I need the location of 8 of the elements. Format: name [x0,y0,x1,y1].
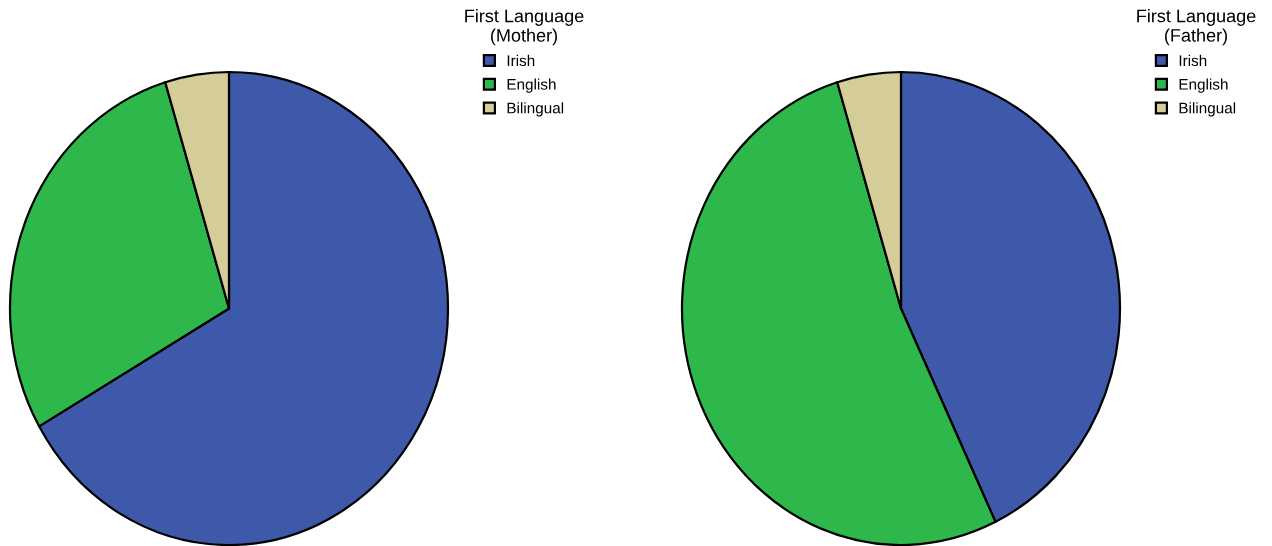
legend-title: First Language (Father) [1137,9,1256,46]
legend-label: Bilingual [507,102,564,117]
legend-label: Irish [1179,54,1207,67]
legend-label: Bilingual [1179,102,1236,117]
legend-label: Irish [507,54,535,67]
legend-title: First Language (Mother) [465,9,584,46]
legend-label: English [1179,78,1228,93]
legend-label: English [507,78,556,93]
